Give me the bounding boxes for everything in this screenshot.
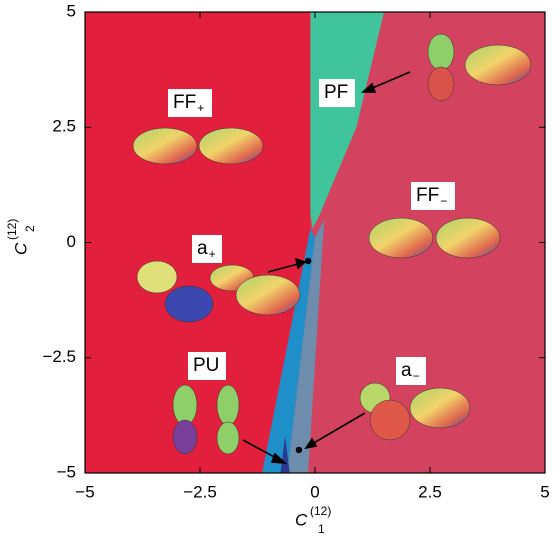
region-label: PF	[324, 82, 348, 103]
point	[305, 258, 311, 264]
region-label-sub: −	[440, 194, 447, 208]
region-label: a	[401, 360, 412, 381]
region-label-sub: −	[413, 369, 420, 383]
y-tick-label: −5	[57, 462, 76, 481]
x-axis-label: C	[295, 510, 308, 529]
region-label-sub: +	[197, 101, 204, 115]
region-label: FF	[173, 92, 196, 113]
region-label: FF	[416, 185, 439, 206]
y-axis-label-base: C	[11, 242, 30, 255]
point	[296, 447, 302, 453]
x-tick-label: −2.5	[183, 482, 217, 501]
chart: −5−2.502.55−5−2.502.55C(12)1C(12)2 FF+PF…	[0, 0, 560, 539]
x-axis-label-sup: (12)	[310, 504, 331, 518]
y-axis-label-sup: (12)	[5, 219, 19, 240]
y-tick-label: 0	[67, 232, 76, 251]
y-tick-label: 2.5	[52, 117, 76, 136]
x-tick-label: 5	[540, 482, 549, 501]
x-axis-label-sub: 1	[318, 522, 325, 536]
x-tick-label: −5	[75, 482, 94, 501]
y-axis-label-sub: 2	[23, 225, 37, 232]
region-label: a	[197, 238, 208, 259]
y-tick-label: −2.5	[42, 347, 76, 366]
y-axis-label: C (12) 2	[5, 219, 37, 255]
y-tick-label: 5	[67, 1, 76, 20]
region-label: PU	[193, 355, 219, 376]
x-tick-label: 2.5	[418, 482, 442, 501]
region-label-sub: +	[209, 247, 216, 261]
x-tick-label: 0	[310, 482, 319, 501]
